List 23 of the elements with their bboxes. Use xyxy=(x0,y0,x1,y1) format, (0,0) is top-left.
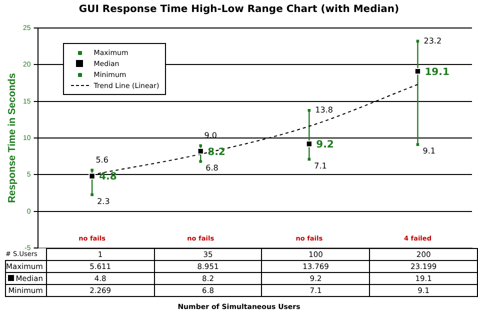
point xyxy=(306,140,312,148)
data-label: 9.1 xyxy=(422,146,436,156)
data-label: 6.8 xyxy=(206,164,218,173)
point xyxy=(308,108,311,112)
point xyxy=(199,144,202,148)
point xyxy=(88,172,96,180)
data-label: 23.2 xyxy=(424,36,442,46)
chart-title: GUI Response Time High-Low Range Chart (with Median) xyxy=(78,4,400,15)
point xyxy=(199,160,202,163)
data-label: 19.1 xyxy=(424,66,450,78)
data-label: 2.3 xyxy=(97,196,110,206)
data-label: 5.6 xyxy=(96,155,108,164)
data-label: 9.2 xyxy=(316,139,334,150)
data-label: 8.2 xyxy=(208,146,226,158)
point xyxy=(90,168,94,172)
point xyxy=(414,68,422,75)
data-label: 7.1 xyxy=(314,161,327,170)
data-label: 13.8 xyxy=(315,105,333,114)
point xyxy=(197,148,204,155)
point xyxy=(416,143,420,146)
y-axis-title: Response Time in Seconds xyxy=(6,72,18,203)
point xyxy=(90,193,94,196)
data-label: 4.8 xyxy=(99,172,117,183)
